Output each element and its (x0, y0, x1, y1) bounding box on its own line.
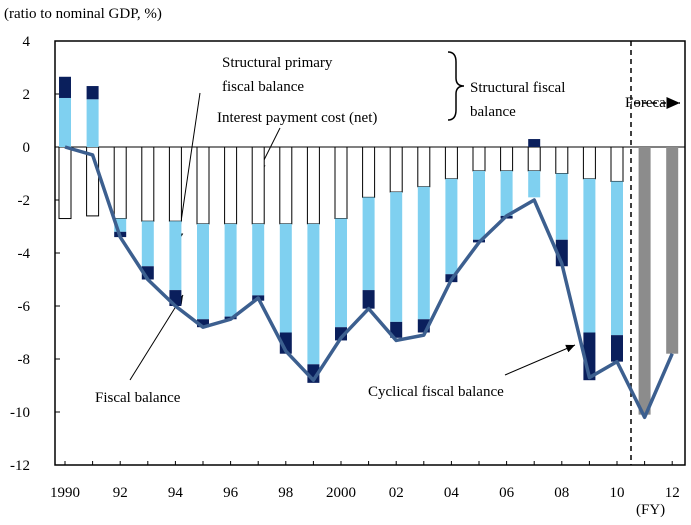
arrow (504, 344, 576, 376)
x-tick-label: 12 (665, 485, 680, 501)
annotation: Foreca (625, 95, 666, 111)
bar-segment (555, 173, 568, 240)
x-tick-label: 04 (444, 485, 460, 501)
bar-segment (86, 99, 99, 147)
x-tick-label: 10 (610, 485, 625, 501)
bar-segment (582, 146, 596, 180)
bar-segment (306, 146, 320, 225)
x-tick-label: 98 (278, 485, 293, 501)
bar-segment (583, 178, 596, 333)
bar-segment (334, 146, 348, 220)
bar-segment (611, 335, 623, 362)
bar-segment (224, 223, 237, 317)
bar-segment (196, 146, 210, 225)
arrow (129, 294, 184, 381)
annotation: fiscal balance (222, 79, 304, 95)
bar-segment (445, 178, 458, 275)
bar-segment (611, 181, 623, 336)
bar-segment (444, 146, 458, 180)
bar-segment (500, 146, 514, 172)
x-tick-label: 02 (389, 485, 404, 501)
bar-segment (141, 221, 154, 267)
x-tick-label: 92 (113, 485, 128, 501)
bar-segment (362, 197, 375, 291)
bar-segment (555, 146, 569, 174)
annotation: Cyclical fiscal balance (368, 384, 504, 400)
x-tick-label: 94 (168, 485, 184, 501)
bar-segment (169, 221, 182, 291)
bar-segment (390, 192, 403, 322)
brace (447, 51, 465, 121)
annotation: balance (470, 104, 516, 120)
bar-segment (390, 321, 403, 338)
x-unit: (FY) (636, 502, 665, 518)
bar-segment (610, 146, 624, 182)
line-series (64, 145, 674, 420)
y-tick-label: 4 (23, 34, 31, 50)
bar-segment (279, 146, 293, 225)
bar-segment (59, 76, 71, 98)
x-tick-label: 2000 (326, 485, 356, 501)
bar-segment (666, 147, 679, 354)
bar-segment (113, 146, 127, 220)
bar-segment (279, 223, 292, 333)
bar-segment (362, 290, 375, 309)
y-tick-label: -8 (18, 352, 31, 368)
y-tick-label: -2 (18, 193, 31, 209)
x-tick-label: 1990 (50, 485, 80, 501)
y-tick-label: 2 (23, 87, 31, 103)
bar-segment (362, 146, 376, 198)
bar-segment (59, 97, 71, 147)
bar-segment (389, 146, 403, 193)
x-tick-label: 96 (223, 485, 239, 501)
bar-segment (472, 146, 486, 172)
annotation: Structural primary (222, 55, 333, 71)
bar-segment (141, 146, 155, 222)
bar-segment (528, 139, 541, 147)
axis-title: (ratio to nominal GDP, %) (4, 6, 162, 22)
bar-segment (197, 319, 209, 328)
y-tick-label: -12 (10, 458, 30, 474)
bar-segment (417, 186, 430, 320)
bar-segment (528, 170, 541, 198)
bar-segment (224, 146, 238, 225)
bar-segment (307, 223, 320, 365)
bar-segment (417, 146, 431, 188)
y-tick-label: -10 (10, 405, 30, 421)
bar-segment (251, 146, 265, 225)
bar-segment (500, 170, 513, 216)
annotation: Fiscal balance (95, 390, 181, 406)
bar-segment (168, 146, 182, 222)
bar-segment (86, 86, 99, 100)
annotation: Structural fiscal (470, 80, 565, 96)
bar-segment (252, 223, 265, 296)
y-tick-label: -4 (18, 246, 31, 262)
bar-segment (473, 170, 485, 240)
y-tick-label: -6 (18, 299, 31, 315)
x-tick-label: 08 (554, 485, 569, 501)
bar-segment (638, 147, 651, 415)
y-tick-label: 0 (23, 140, 31, 156)
bar-segment (527, 146, 541, 172)
bar-segment (335, 218, 347, 328)
annotation: Interest payment cost (net) (217, 110, 377, 126)
x-tick-label: 06 (499, 485, 515, 501)
bar-segment (58, 146, 72, 220)
bar-segment (197, 223, 209, 320)
